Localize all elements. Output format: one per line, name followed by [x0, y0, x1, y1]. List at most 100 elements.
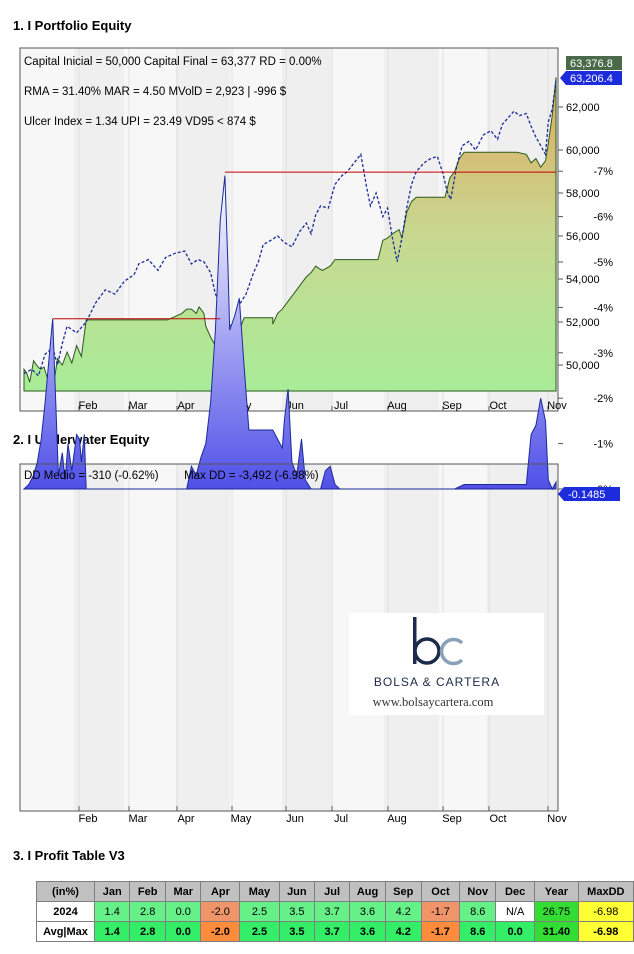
profit-section-title: 3. I Profit Table V3: [13, 848, 125, 863]
table-header-cell: Aug: [349, 881, 386, 902]
x-tick-label: Jul: [334, 400, 348, 412]
month-band: [384, 464, 439, 811]
underwater-stats-line-1: DD Medio = -310 (-0.62%) Max DD = -3,492…: [24, 470, 319, 482]
y-tick-label: 0%: [597, 484, 613, 496]
y-tick-label: 60,000: [566, 145, 600, 157]
month-band: [20, 464, 74, 811]
month-band: [230, 464, 282, 811]
x-tick-label: May: [231, 813, 252, 825]
equity-badge-blue: [560, 71, 622, 85]
table-header-cell: Sep: [384, 881, 422, 902]
table-cell: N/A: [495, 901, 536, 922]
y-tick-label: -1%: [593, 439, 613, 451]
table-header-cell: Apr: [200, 881, 241, 902]
profit-table: (in%) Jan Feb Mar Apr May Jun Jul Aug Sep Oct Nov De…: [36, 881, 634, 942]
table-cell: 3.7: [314, 921, 351, 942]
table-cell: 1.4: [93, 901, 131, 922]
table-cell: 3.6: [349, 921, 386, 942]
month-band: [176, 464, 230, 811]
x-tick-label: Sep: [442, 400, 462, 412]
table-header-cell: May: [239, 881, 280, 902]
table-cell: 2.8: [129, 921, 166, 942]
y-tick-label: 62,000: [566, 102, 600, 114]
table-cell: -2.0: [200, 901, 241, 922]
table-cell: 3.7: [314, 901, 351, 922]
x-tick-label: Sep: [442, 813, 462, 825]
table-cell: 2.5: [239, 921, 280, 942]
x-tick-label: Oct: [489, 400, 506, 412]
row-label: 2024: [36, 901, 95, 922]
month-band: [439, 464, 487, 811]
equity-badge-green: [566, 56, 622, 70]
table-cell: -6.98: [577, 901, 634, 922]
table-header-cell: Nov: [459, 881, 497, 902]
equity-stats-line-1: Capital Inicial = 50,000 Capital Final =…: [24, 56, 322, 68]
month-band: [124, 464, 176, 811]
table-cell: -1.7: [420, 921, 461, 942]
equity-stats-line-3: Ulcer Index = 1.34 UPI = 23.49 VD95 < 87…: [24, 116, 256, 128]
table-cell: 4.2: [384, 921, 422, 942]
table-cell: 31.40: [534, 921, 579, 942]
x-tick-label: Nov: [547, 400, 567, 412]
month-band: [487, 464, 558, 811]
y-tick-label: 56,000: [566, 231, 600, 243]
table-header-cell: Oct: [420, 881, 461, 902]
equity-badge-blue-text: 63,206.4: [570, 73, 613, 85]
table-header-cell: MaxDD: [577, 881, 634, 902]
month-band: [74, 464, 124, 811]
x-tick-label: Jul: [334, 813, 348, 825]
table-cell: 1.4: [93, 921, 131, 942]
table-header-cell: Jul: [314, 881, 351, 902]
watermark-box: [349, 613, 544, 715]
bc-logo: [413, 617, 464, 666]
x-tick-label: Feb: [79, 813, 98, 825]
table-header-cell: Jan: [93, 881, 131, 902]
equity-stats-line-2: RMA = 31.40% MAR = 4.50 MVolD = 2,923 | …: [24, 86, 287, 98]
x-tick-label: May: [231, 400, 252, 412]
table-cell: 3.6: [349, 901, 386, 922]
table-row: Avg|Max 1.4 2.8 0.0 -2.0 2.5 3.5 3.7 3.6 4.2 -1.7 8…: [36, 921, 634, 942]
x-tick-label: Mar: [129, 400, 148, 412]
table-cell: 3.5: [278, 921, 316, 942]
table-header-cell: Jun: [278, 881, 316, 902]
y-tick-label: 54,000: [566, 274, 600, 286]
y-tick-label: 58,000: [566, 188, 600, 200]
underwater-badge-text: -0.1485: [568, 489, 605, 501]
table-cell: 0.0: [495, 921, 536, 942]
table-header-cell: Year: [534, 881, 579, 902]
table-header-cell: Mar: [164, 881, 202, 902]
table-row: 2024 1.4 2.8 0.0 -2.0 2.5 3.5 3.7 3.6 4.2 -1.7 8.6 N…: [36, 901, 634, 922]
table-header-cell: Feb: [129, 881, 166, 902]
underwater-badge: [558, 487, 620, 501]
table-header-cell: (in%): [36, 881, 95, 902]
x-tick-label: Apr: [177, 813, 194, 825]
table-cell: 0.0: [164, 901, 202, 922]
x-tick-label: Feb: [79, 400, 98, 412]
x-tick-label: Mar: [129, 813, 148, 825]
month-band: [282, 464, 332, 811]
table-cell: -6.98: [577, 921, 634, 942]
table-cell: 2.5: [239, 901, 280, 922]
table-cell: 0.0: [164, 921, 202, 942]
x-tick-label: Apr: [177, 400, 194, 412]
equity-badge-green-text: 63,376.8: [570, 58, 613, 70]
equity-section-title: 1. I Portfolio Equity: [13, 18, 132, 33]
table-cell: 2.8: [129, 901, 166, 922]
x-tick-label: Aug: [387, 400, 407, 412]
table-cell: -2.0: [200, 921, 241, 942]
table-cell: 3.5: [278, 901, 316, 922]
portfolio-equity-chart: 50,000 52,000 54,000 56,000 58,000 60,000 62,0…: [19, 47, 622, 412]
x-tick-label: Jun: [286, 400, 304, 412]
table-cell: 4.2: [384, 901, 422, 922]
y-tick-label: 50,000: [566, 360, 600, 372]
y-tick-label: 52,000: [566, 317, 600, 329]
watermark-brand: BOLSA & CARTERA: [374, 675, 500, 689]
table-cell: 8.6: [459, 921, 497, 942]
table-cell: 8.6: [459, 901, 497, 922]
x-tick-label: Jun: [286, 813, 304, 825]
table-cell: 26.75: [534, 901, 579, 922]
underwater-section-title: 2. I Underwater Equity: [13, 432, 150, 447]
x-tick-label: Oct: [489, 813, 506, 825]
month-band: [332, 464, 384, 811]
x-tick-label: Aug: [387, 813, 407, 825]
